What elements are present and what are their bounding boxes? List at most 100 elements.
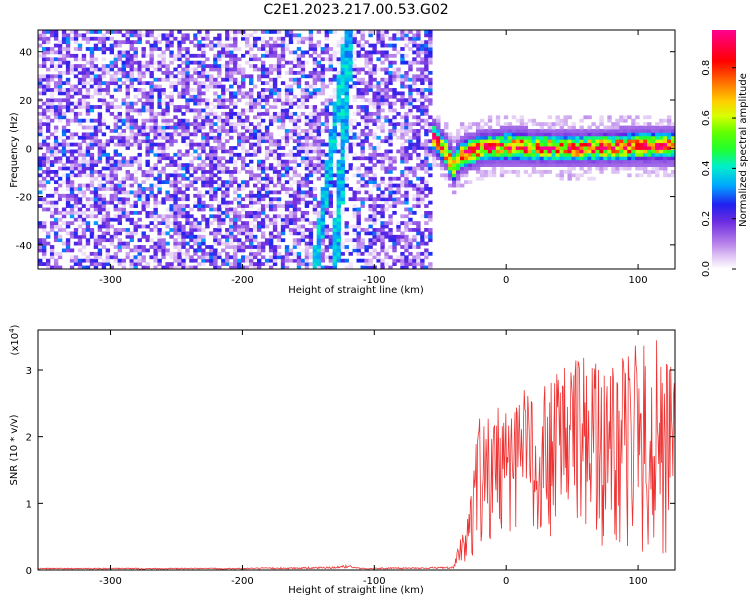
heatmap-cell <box>324 142 330 147</box>
heatmap-cell <box>599 163 604 167</box>
heatmap-cell <box>567 173 572 178</box>
heatmap-cell <box>288 70 294 75</box>
heatmap-cell <box>312 142 318 147</box>
heatmap-cell <box>380 166 385 171</box>
heatmap-cell <box>205 217 210 222</box>
heatmap-cell <box>73 231 79 236</box>
heatmap-cell <box>607 135 612 140</box>
heatmap-cell <box>324 156 330 161</box>
heatmap-cell <box>491 169 497 174</box>
heatmap-cell <box>603 129 608 133</box>
heatmap-cell <box>197 248 202 253</box>
heatmap-cell <box>85 111 91 116</box>
heatmap-cell <box>320 142 326 147</box>
heatmap-cell <box>89 74 95 79</box>
heatmap-cell <box>539 156 545 161</box>
heatmap-cell <box>197 94 202 99</box>
heatmap-cell <box>296 125 302 130</box>
heatmap-cell <box>185 241 190 246</box>
heatmap-cell <box>308 156 314 161</box>
heatmap-cell <box>57 111 63 116</box>
heatmap-cell <box>221 77 226 82</box>
heatmap-cell <box>245 234 250 239</box>
heatmap-cell <box>209 129 214 133</box>
heatmap-cell <box>388 77 393 82</box>
heatmap-cell <box>149 88 154 92</box>
heatmap-cell <box>396 129 401 133</box>
heatmap-cell <box>332 248 337 253</box>
heatmap-cell <box>53 180 59 185</box>
heatmap-cell <box>328 197 334 202</box>
heatmap-cell <box>233 105 238 109</box>
heatmap-cell <box>249 47 254 51</box>
heatmap-cell <box>89 77 95 82</box>
heatmap-cell <box>479 169 485 174</box>
heatmap-cell <box>268 135 274 140</box>
heatmap-cell <box>460 142 465 147</box>
heatmap-cell <box>193 166 198 171</box>
heatmap-cell <box>233 258 238 263</box>
heatmap-cell <box>340 142 345 147</box>
heatmap-cell <box>412 183 417 188</box>
heatmap-cell <box>575 142 580 147</box>
heatmap-cell <box>65 47 71 51</box>
heatmap-cell <box>181 238 186 243</box>
heatmap-cell <box>376 118 381 123</box>
heatmap-cell <box>424 156 429 161</box>
heatmap-cell <box>45 180 51 185</box>
heatmap-cell <box>260 204 266 208</box>
heatmap-cell <box>61 221 67 226</box>
heatmap-cell <box>332 146 337 150</box>
heatmap-cell <box>515 132 521 137</box>
heatmap-cell <box>376 142 381 147</box>
heatmap-cell <box>368 142 373 147</box>
heatmap-cell <box>272 217 278 222</box>
heatmap-cell <box>93 36 99 41</box>
heatmap-cell <box>113 197 119 202</box>
heatmap-cell <box>45 173 51 178</box>
heatmap-cell <box>173 105 178 109</box>
heatmap-cell <box>308 122 314 126</box>
heatmap-cell <box>396 122 401 126</box>
heatmap-cell <box>376 94 381 99</box>
heatmap-cell <box>296 187 302 191</box>
heatmap-cell <box>165 163 170 167</box>
heatmap-cell <box>300 40 306 45</box>
heatmap-cell <box>380 228 385 232</box>
heatmap-cell <box>237 142 242 147</box>
heatmap-cell <box>245 135 250 140</box>
heatmap-cell <box>388 64 393 68</box>
heatmap-cell <box>137 64 142 68</box>
heatmap-cell <box>49 132 55 137</box>
heatmap-cell <box>404 129 409 133</box>
heatmap-cell <box>380 159 385 164</box>
heatmap-cell <box>288 129 294 133</box>
heatmap-cell <box>233 262 238 266</box>
heatmap-cell <box>352 152 357 157</box>
heatmap-cell <box>113 214 119 219</box>
heatmap-cell <box>460 166 465 171</box>
heatmap-cell <box>73 210 79 215</box>
heatmap-cell <box>392 60 397 65</box>
heatmap-cell <box>611 139 616 144</box>
heatmap-cell <box>344 50 349 55</box>
heatmap-cell <box>73 163 79 167</box>
heatmap-cell <box>129 33 134 38</box>
heatmap-cell <box>252 53 258 58</box>
heatmap-cell <box>256 108 262 113</box>
heatmap-cell <box>145 210 150 215</box>
heatmap-cell <box>197 152 202 157</box>
heatmap-cell <box>344 40 349 45</box>
heatmap-cell <box>388 142 393 147</box>
heatmap-cell <box>177 265 182 269</box>
heatmap-cell <box>181 74 186 79</box>
heatmap-cell <box>185 152 190 157</box>
heatmap-cell <box>217 53 222 58</box>
heatmap-cell <box>400 115 405 120</box>
heatmap-cell <box>73 142 79 147</box>
heatmap-cell <box>141 60 146 65</box>
heatmap-cell <box>65 43 71 48</box>
heatmap-cell <box>65 166 71 171</box>
heatmap-cell <box>332 251 337 256</box>
heatmap-cell <box>233 64 238 68</box>
